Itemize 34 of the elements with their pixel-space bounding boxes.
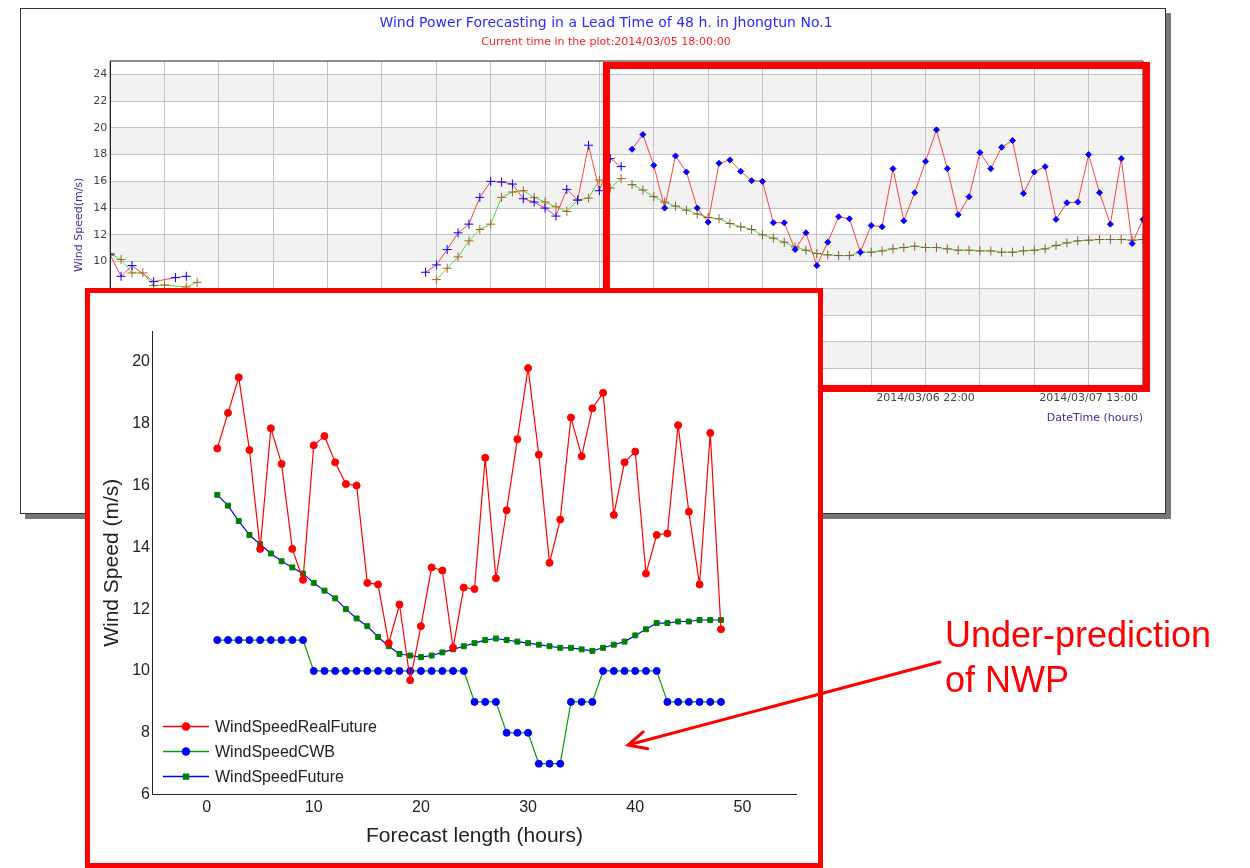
y-tick-label: 18 xyxy=(93,147,108,161)
text: Under-prediction of NWP xyxy=(945,613,1213,702)
x-axis-title: DateTime (hours) xyxy=(1046,411,1143,425)
x-tick-label: 10 xyxy=(304,797,323,815)
legend-label: WindSpeedRealFuture xyxy=(215,718,377,736)
x-tick-label: 2014/03/07 13:00 xyxy=(1039,391,1138,405)
y-tick-label: 10 xyxy=(93,254,108,268)
x-tick-label: 20 xyxy=(412,797,430,815)
x-axis-title: Forecast length (hours) xyxy=(365,823,584,847)
legend-label: WindSpeedCWB xyxy=(215,743,336,761)
y-tick-label: 14 xyxy=(93,200,108,214)
x-tick-label: 30 xyxy=(519,797,538,815)
x-tick-label: 2014/03/06 22:00 xyxy=(876,391,975,405)
chart-subtitle: Current time in the plot:2014/03/05 18:00:00 xyxy=(481,35,731,49)
x-tick-label: 50 xyxy=(733,797,752,815)
y-tick-label: 10 xyxy=(132,661,151,679)
x-tick-label: 0 xyxy=(202,797,212,815)
y-tick-label: 18 xyxy=(132,414,151,432)
y-tick-label: 20 xyxy=(132,352,151,370)
y-tick-label: 24 xyxy=(93,67,108,81)
y-tick-label: 6 xyxy=(141,785,151,803)
chart-title: Wind Power Forecasting in a Lead Time of 48 h. in Jhongtun No.1 xyxy=(379,14,833,31)
y-tick-label: 16 xyxy=(132,475,151,493)
y-tick-label: 20 xyxy=(93,120,108,134)
y-axis-title: Wind Speed(m/s) xyxy=(72,177,86,272)
y-tick-label: 8 xyxy=(141,723,151,741)
y-tick-label: 14 xyxy=(132,537,151,555)
y-axis-title: Wind Speed (m/s) xyxy=(99,478,123,647)
y-tick-label: 12 xyxy=(93,227,108,241)
y-tick-label: 22 xyxy=(93,93,108,107)
legend-label: WindSpeedFuture xyxy=(215,768,345,786)
y-tick-label: 12 xyxy=(132,599,151,617)
y-tick-label: 16 xyxy=(93,174,108,188)
x-tick-label: 40 xyxy=(626,797,645,815)
